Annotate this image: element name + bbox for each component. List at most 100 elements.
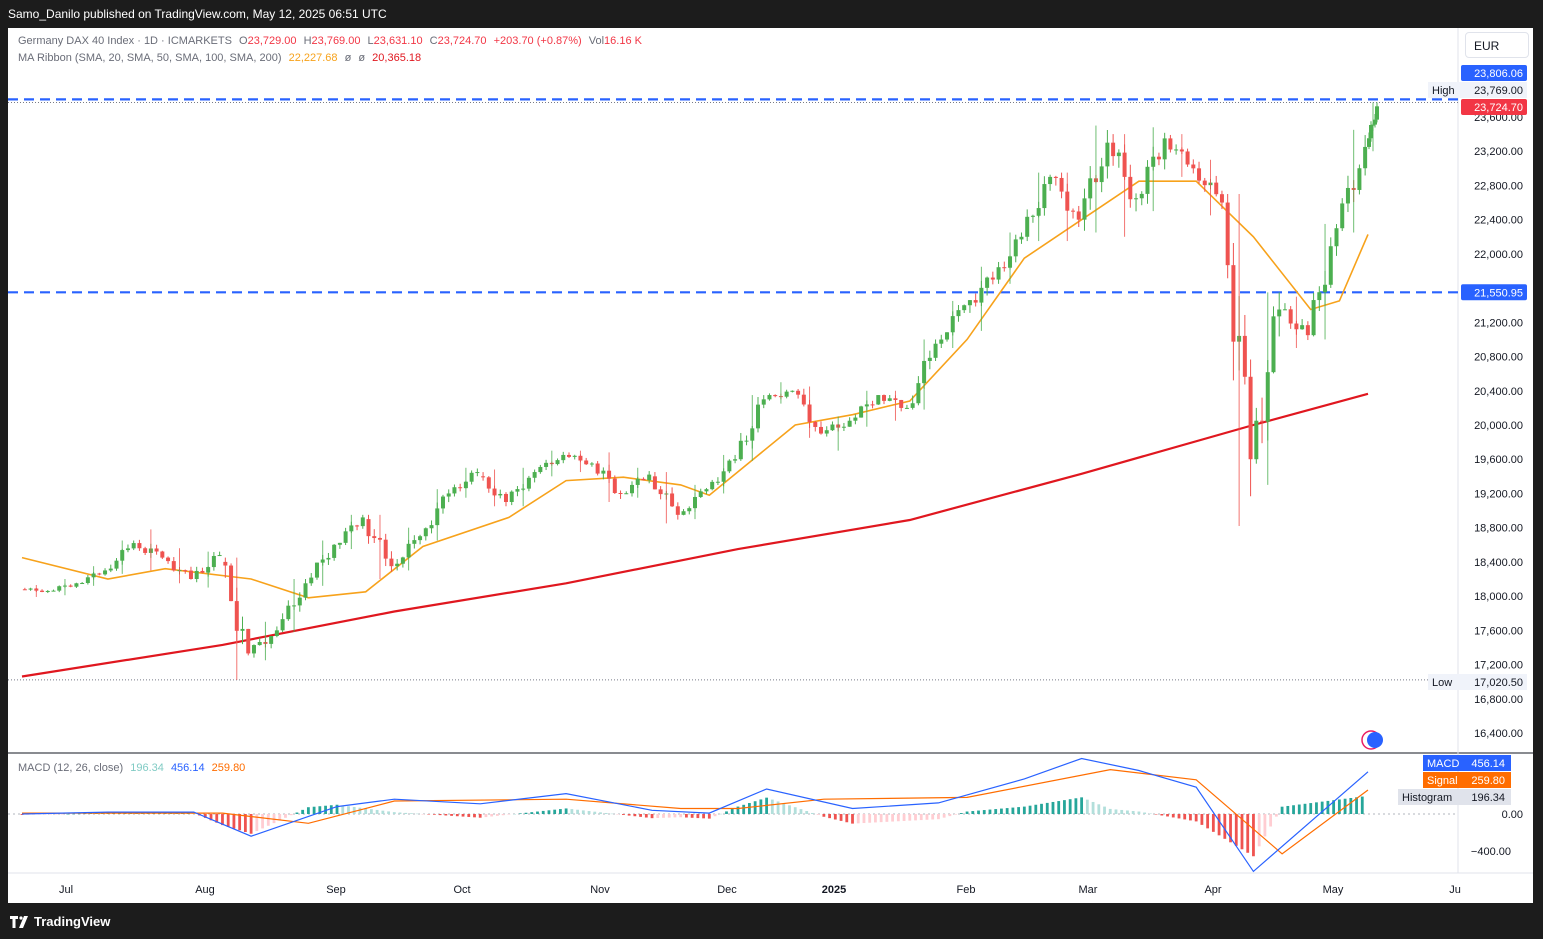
macd-histogram-bar — [501, 814, 505, 816]
candle — [870, 400, 875, 409]
candle-body — [68, 585, 73, 587]
horizontal-levels[interactable] — [8, 98, 1458, 681]
candle — [704, 487, 709, 495]
macd-histogram-bar — [748, 803, 751, 814]
macd-histogram-bar — [828, 814, 831, 819]
candle-body — [1076, 211, 1081, 220]
time-tick-label: Jul — [59, 884, 73, 896]
macd-histogram-bar — [541, 810, 545, 814]
macd-histogram-bar — [1297, 804, 1301, 814]
candle — [1134, 193, 1139, 212]
candle — [733, 454, 738, 464]
price-axis[interactable]: 23,600.0023,200.0022,800.0022,400.0022,0… — [1361, 65, 1527, 858]
tradingview-brand: TradingView — [34, 914, 111, 929]
macd-histogram-bar — [364, 808, 368, 814]
candle — [475, 468, 480, 477]
candle-body — [1013, 239, 1018, 257]
candle-body — [876, 395, 881, 405]
macd-histogram-bar — [1280, 806, 1284, 814]
candle-body — [1116, 152, 1121, 157]
macd-histogram-bar — [249, 814, 253, 834]
candle — [360, 514, 365, 529]
candle-body — [1271, 316, 1276, 373]
time-tick-label: May — [1323, 884, 1344, 896]
time-tick-label: Ju — [1449, 884, 1461, 896]
price-tick-label: 18,400.00 — [1474, 557, 1523, 569]
macd-histogram-bar — [1309, 803, 1313, 814]
chart-svg[interactable]: 23,600.0023,200.0022,800.0022,400.0022,0… — [8, 28, 1533, 903]
candle-body — [526, 477, 531, 489]
candle-body — [1305, 325, 1310, 336]
macd-histogram-bar — [1028, 805, 1032, 814]
macd-histogram-bar — [432, 814, 436, 815]
macd-histogram-bar — [295, 812, 299, 814]
symbol-legend[interactable]: Germany DAX 40 Index · 1D · ICMARKETS O2… — [18, 35, 646, 47]
level-top-tag: 23,806.06 — [1474, 68, 1523, 80]
candle-body — [80, 583, 85, 585]
candle-body — [1071, 210, 1076, 212]
macd-legend-hist: 196.34 — [130, 762, 164, 774]
ma-legend[interactable]: MA Ribbon (SMA, 20, SMA, 50, SMA, 100, S… — [18, 52, 425, 64]
candle — [1260, 397, 1265, 444]
macd-histogram-bar — [833, 814, 837, 820]
tradingview-logo[interactable]: TradingView — [10, 914, 110, 929]
candle-body — [355, 525, 360, 527]
candle-body — [824, 430, 829, 434]
macd-histogram-bar — [891, 814, 895, 822]
candle — [589, 462, 594, 467]
macd-histogram-bar — [1349, 798, 1353, 814]
candle-body — [933, 343, 938, 358]
macd-histogram-bar — [725, 811, 728, 814]
candle-body — [280, 619, 285, 631]
time-axis[interactable]: Jul Aug Sep Oct Nov Dec 2025 Feb Mar Apr May Ju — [59, 884, 1461, 896]
candle-body — [601, 470, 606, 474]
candle-body — [1145, 166, 1150, 194]
candle — [767, 393, 772, 401]
candle — [503, 492, 508, 507]
macd-histogram-bar — [931, 814, 935, 820]
candle — [744, 435, 749, 446]
candle — [1082, 188, 1087, 231]
candle-body — [166, 557, 171, 562]
macd-histogram-bar — [369, 809, 373, 814]
chart-frame[interactable]: 23,600.00 23,200.00 22,800.00 22,400.00 22,0… — [8, 28, 1533, 903]
macd-histogram-bar — [593, 811, 597, 814]
macd-histogram-bar — [656, 814, 660, 818]
candle — [1328, 237, 1333, 288]
candle — [1357, 164, 1362, 195]
candle — [1340, 198, 1345, 232]
candle-body — [1128, 176, 1133, 200]
macd-histogram-bar — [1171, 814, 1175, 818]
macd-histogram-bar — [243, 814, 247, 833]
macd-histogram-bar — [925, 814, 929, 820]
candle-body — [286, 605, 291, 620]
macd-histogram-bar — [467, 814, 471, 817]
macd-histogram-bar — [289, 814, 293, 816]
macd-histogram-bar — [862, 814, 866, 824]
candle — [824, 426, 829, 437]
candle-body — [389, 558, 394, 567]
candle — [160, 550, 165, 560]
macd-histogram-bar — [667, 814, 671, 818]
candle-body — [899, 399, 904, 408]
candle-body — [332, 544, 337, 558]
candle-body — [303, 583, 308, 598]
candle — [727, 459, 732, 474]
macd-histogram-bar — [736, 806, 740, 814]
candle — [1128, 164, 1133, 208]
candle-body — [996, 267, 1001, 280]
macd-legend[interactable]: MACD (12, 26, close) 196.34 456.14 259.8… — [18, 762, 249, 774]
candle-body — [801, 394, 806, 405]
macd-histogram-bar — [1286, 805, 1290, 814]
currency-selector[interactable]: EUR — [1465, 32, 1529, 58]
macd-histogram-bar — [994, 809, 998, 814]
candle-body — [962, 305, 967, 311]
candle — [274, 626, 279, 638]
macd-histogram-bar — [54, 814, 58, 815]
candle — [1105, 129, 1110, 179]
macd-histogram-bar — [221, 814, 224, 826]
candle — [1254, 407, 1259, 464]
candle — [469, 470, 474, 485]
candle-body — [1139, 193, 1144, 199]
candle-body — [1363, 146, 1368, 169]
